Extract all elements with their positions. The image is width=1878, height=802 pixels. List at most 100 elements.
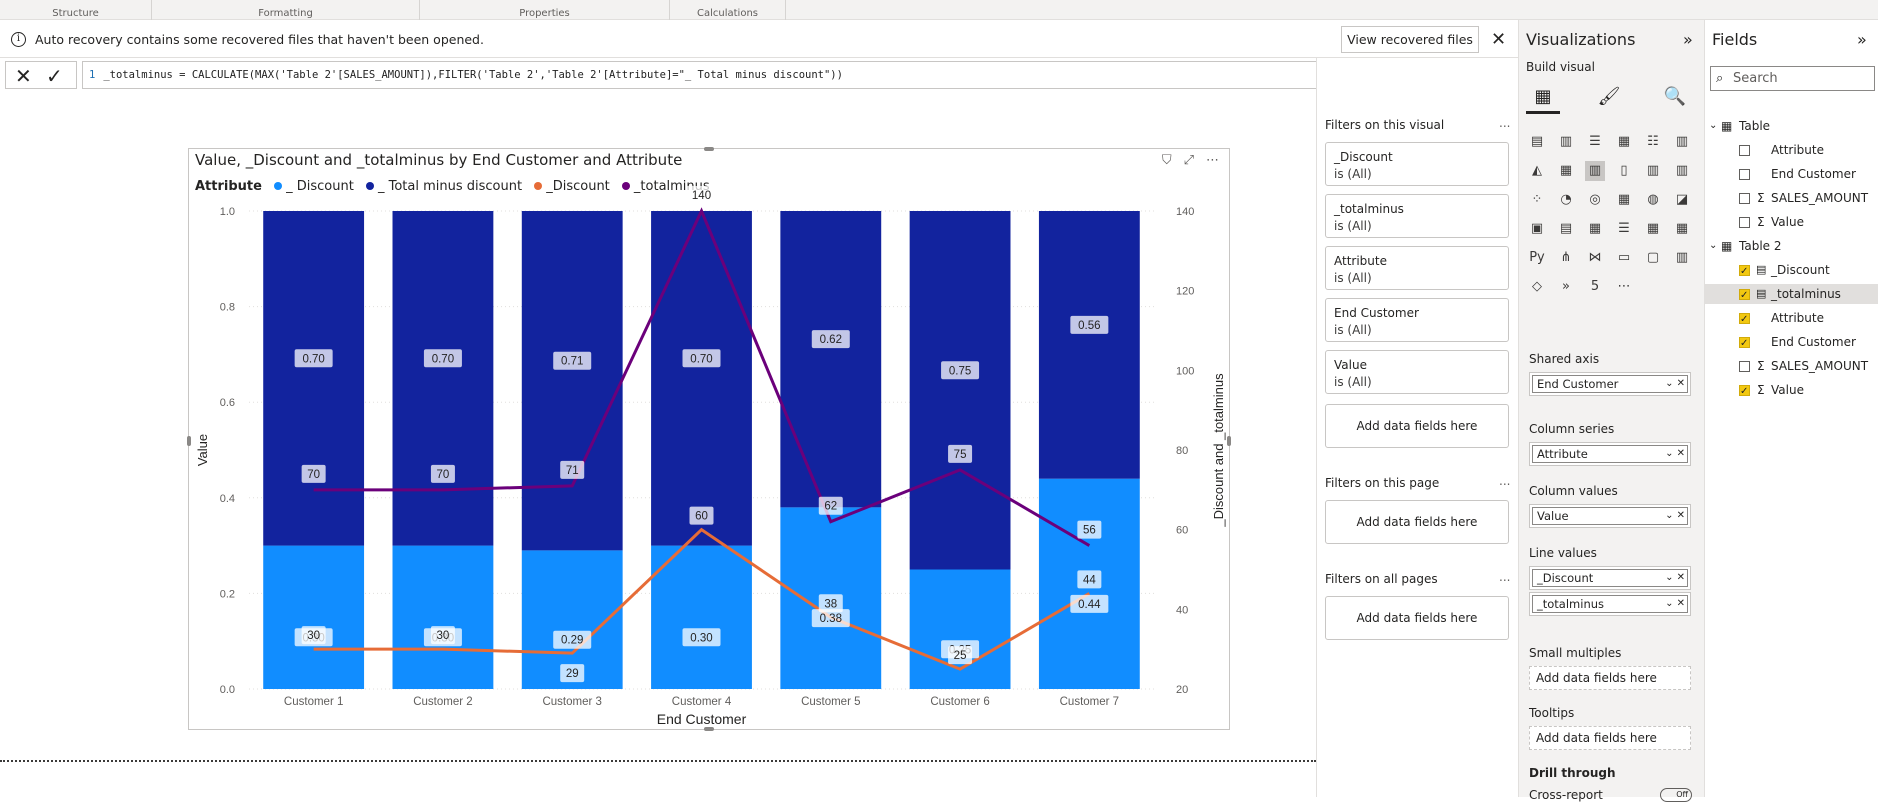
line-values-well-2[interactable]: _totalminus ⌄ ✕ bbox=[1529, 592, 1691, 616]
add-page-filter-field[interactable]: Add data fields here bbox=[1325, 500, 1509, 544]
small-multiples-well[interactable]: Add data fields here bbox=[1529, 666, 1691, 690]
field-item[interactable]: Σ SALES_AMOUNT bbox=[1705, 188, 1878, 208]
more-options-icon[interactable]: ⋯ bbox=[1206, 153, 1219, 168]
visual-type-icon[interactable]: ◪ bbox=[1675, 192, 1689, 207]
ribbon-group-calculations[interactable]: Calculations bbox=[670, 0, 786, 20]
visual-type-icon[interactable]: ▥ bbox=[1675, 163, 1689, 178]
field-item[interactable]: Attribute bbox=[1705, 308, 1878, 330]
visual-type-icon[interactable]: ◇ bbox=[1532, 279, 1542, 294]
more-options-icon[interactable]: ... bbox=[1499, 570, 1511, 584]
visual-type-icon[interactable]: 5 bbox=[1590, 279, 1600, 294]
field-table[interactable]: ⌄ ▦ Table 2 bbox=[1705, 236, 1878, 256]
field-item[interactable]: End Customer bbox=[1705, 164, 1878, 184]
legend-item[interactable]: _ Discount bbox=[274, 179, 354, 194]
resize-handle-bottom[interactable] bbox=[704, 727, 714, 731]
field-checkbox[interactable] bbox=[1739, 169, 1750, 180]
collapse-pane-icon[interactable]: » bbox=[1857, 30, 1867, 49]
visual-type-icon[interactable]: ◍ bbox=[1647, 192, 1659, 207]
column-series-well[interactable]: Attribute ⌄ ✕ bbox=[1529, 442, 1691, 466]
chevron-down-icon[interactable]: ⌄ bbox=[1709, 120, 1718, 131]
resize-handle-right[interactable] bbox=[1227, 436, 1231, 446]
visual-type-icon[interactable]: ▯ bbox=[1620, 163, 1628, 178]
visual-type-icon[interactable]: ☰ bbox=[1589, 134, 1601, 149]
field-table[interactable]: ⌄ ▦ Table bbox=[1705, 116, 1878, 136]
chevron-down-icon[interactable]: ⌄ bbox=[1709, 240, 1718, 251]
field-item[interactable]: End Customer bbox=[1705, 332, 1878, 354]
visual-type-icon[interactable]: ▤ bbox=[1559, 221, 1573, 236]
fields-search-input[interactable]: ⌕ Search bbox=[1710, 66, 1875, 91]
line-values-well-1[interactable]: _Discount ⌄ ✕ bbox=[1529, 566, 1691, 590]
cross-report-toggle[interactable]: Off bbox=[1660, 788, 1692, 802]
visual-type-icon[interactable]: ▥ bbox=[1585, 161, 1605, 181]
visual-type-icon[interactable]: ▦ bbox=[1646, 221, 1660, 236]
field-checkbox[interactable] bbox=[1739, 310, 1750, 330]
ribbon-group-formatting[interactable]: Formatting bbox=[152, 0, 420, 20]
visual-type-icon[interactable]: ◭ bbox=[1532, 163, 1542, 178]
more-options-icon[interactable]: ... bbox=[1499, 116, 1511, 130]
field-checkbox[interactable] bbox=[1739, 286, 1750, 306]
analytics-tab-icon[interactable]: 🔍 bbox=[1663, 86, 1687, 107]
visual-type-icon[interactable]: ▣ bbox=[1530, 221, 1544, 236]
visual-type-icon[interactable]: ⋯ bbox=[1617, 279, 1631, 294]
visual-type-icon[interactable]: ▦ bbox=[1617, 192, 1631, 207]
shared-axis-well[interactable]: End Customer ⌄ ✕ bbox=[1529, 372, 1691, 396]
legend-item[interactable]: _Discount bbox=[534, 179, 610, 194]
close-icon[interactable]: ✕ bbox=[1491, 29, 1507, 50]
resize-handle-top[interactable] bbox=[704, 147, 714, 151]
field-item[interactable]: ▤_Discount bbox=[1705, 260, 1878, 282]
filter-card-attribute[interactable]: Attribute is (All) bbox=[1325, 246, 1509, 290]
field-checkbox[interactable] bbox=[1739, 193, 1750, 204]
visual-type-icon[interactable]: ⁘ bbox=[1531, 192, 1543, 207]
visual-type-icon[interactable]: ☷ bbox=[1647, 134, 1659, 149]
column-values-well[interactable]: Value ⌄ ✕ bbox=[1529, 504, 1691, 528]
field-checkbox[interactable] bbox=[1739, 382, 1750, 402]
visual-type-icon[interactable]: ◎ bbox=[1589, 192, 1601, 207]
visual-type-icon[interactable]: ⋔ bbox=[1560, 250, 1572, 265]
format-visual-tab-icon[interactable]: 🖌 bbox=[1597, 86, 1621, 107]
visual-type-icon[interactable]: ▥ bbox=[1559, 134, 1573, 149]
combo-chart-visual[interactable]: Value, _Discount and _totalminus by End … bbox=[187, 147, 1231, 731]
formula-input[interactable]: 1 _totalminus = CALCULATE(MAX('Table 2'[S… bbox=[82, 61, 1512, 89]
visual-type-icon[interactable]: ▦ bbox=[1559, 163, 1573, 178]
field-checkbox[interactable] bbox=[1739, 262, 1750, 282]
ribbon-group-properties[interactable]: Properties bbox=[420, 0, 670, 20]
more-options-icon[interactable]: ... bbox=[1499, 474, 1511, 488]
commit-icon[interactable]: ✓ bbox=[46, 64, 63, 88]
visual-type-icon[interactable]: ⋈ bbox=[1588, 250, 1602, 265]
filter-card-end-customer[interactable]: End Customer is (All) bbox=[1325, 298, 1509, 342]
visual-type-icon[interactable]: ▢ bbox=[1646, 250, 1660, 265]
visual-type-icon[interactable]: ▥ bbox=[1675, 250, 1689, 265]
field-checkbox[interactable] bbox=[1739, 361, 1750, 372]
field-checkbox[interactable] bbox=[1739, 217, 1750, 228]
field-item[interactable]: ▤_totalminus bbox=[1705, 284, 1878, 306]
add-all-pages-filter-field[interactable]: Add data fields here bbox=[1325, 596, 1509, 640]
focus-mode-icon[interactable]: ⤢ bbox=[1183, 153, 1194, 168]
add-visual-filter-field[interactable]: Add data fields here bbox=[1325, 404, 1509, 448]
cancel-icon[interactable]: ✕ bbox=[15, 64, 32, 88]
resize-handle-left[interactable] bbox=[187, 436, 191, 446]
visual-type-icon[interactable]: ▭ bbox=[1617, 250, 1631, 265]
filter-card-totalminus[interactable]: _totalminus is (All) bbox=[1325, 194, 1509, 238]
tooltips-well[interactable]: Add data fields here bbox=[1529, 726, 1691, 750]
collapse-pane-icon[interactable]: » bbox=[1683, 30, 1693, 49]
visual-type-icon[interactable]: ▦ bbox=[1675, 221, 1689, 236]
ribbon-group-structure[interactable]: Structure bbox=[0, 0, 152, 20]
field-item[interactable]: Σ SALES_AMOUNT bbox=[1705, 356, 1878, 376]
field-item[interactable]: Attribute bbox=[1705, 140, 1878, 160]
field-checkbox[interactable] bbox=[1739, 145, 1750, 156]
build-visual-tab-icon[interactable]: ▦ bbox=[1526, 80, 1560, 114]
visual-type-icon[interactable]: ▦ bbox=[1588, 221, 1602, 236]
visual-type-icon[interactable]: ◔ bbox=[1560, 192, 1572, 207]
view-recovered-files-button[interactable]: View recovered files bbox=[1341, 26, 1479, 53]
visual-type-icon[interactable]: Py bbox=[1529, 250, 1545, 265]
legend-item[interactable]: _ Total minus discount bbox=[365, 179, 522, 194]
visual-type-icon[interactable]: ▥ bbox=[1675, 134, 1689, 149]
visual-type-icon[interactable]: » bbox=[1562, 279, 1570, 294]
visual-type-icon[interactable]: ▦ bbox=[1617, 134, 1631, 149]
filter-icon[interactable]: ⛉ bbox=[1161, 153, 1172, 168]
visual-type-icon[interactable]: ▥ bbox=[1646, 163, 1660, 178]
field-checkbox[interactable] bbox=[1739, 334, 1750, 354]
filter-card-discount[interactable]: _Discount is (All) bbox=[1325, 142, 1509, 186]
